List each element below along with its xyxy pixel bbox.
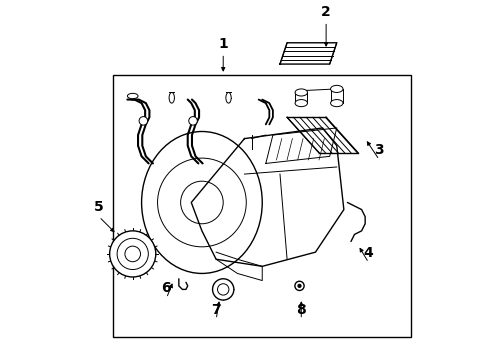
Text: 6: 6: [162, 282, 171, 296]
Text: 4: 4: [363, 246, 373, 260]
Ellipse shape: [127, 93, 138, 99]
Ellipse shape: [330, 100, 342, 107]
Text: 2: 2: [321, 5, 330, 19]
Circle shape: [139, 117, 147, 125]
Circle shape: [188, 117, 197, 125]
Text: 5: 5: [94, 200, 103, 214]
Circle shape: [212, 279, 233, 300]
Ellipse shape: [294, 89, 307, 96]
Circle shape: [298, 284, 300, 287]
Text: 8: 8: [296, 303, 305, 317]
Ellipse shape: [330, 85, 342, 93]
Text: 7: 7: [211, 303, 221, 317]
Circle shape: [117, 238, 148, 270]
Text: 3: 3: [374, 143, 384, 157]
Ellipse shape: [294, 100, 307, 107]
Ellipse shape: [169, 93, 174, 103]
Ellipse shape: [225, 93, 231, 103]
Text: 1: 1: [218, 37, 227, 51]
Bar: [113, 75, 410, 337]
Circle shape: [109, 231, 156, 277]
